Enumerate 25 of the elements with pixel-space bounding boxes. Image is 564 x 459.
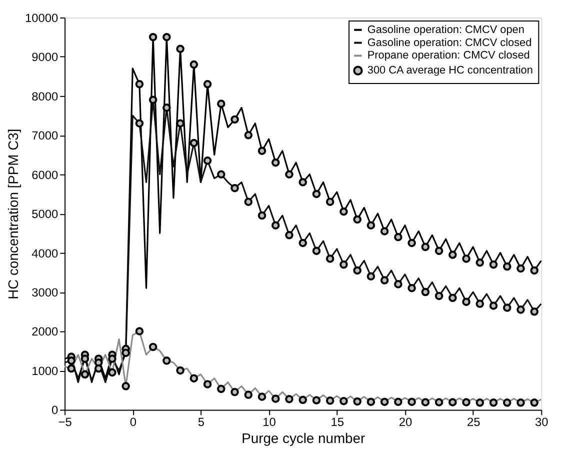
legend-label: 300 CA average HC concentration	[367, 64, 533, 77]
x-tick-label: 30	[535, 415, 549, 430]
x-tick-label: 15	[330, 415, 344, 430]
y-tick-label: 5000	[32, 207, 58, 222]
x-tick-label: 25	[466, 415, 481, 430]
y-axis-title: HC concentration [PPM C3]	[5, 128, 22, 300]
y-tick-label: 4000	[32, 246, 58, 260]
x-tick-label: 10	[262, 415, 276, 430]
legend-label: Gasoline operation: CMCV closed	[367, 36, 532, 49]
x-axis-title: Purge cycle number	[242, 430, 366, 446]
y-tick-label: 0	[51, 403, 58, 418]
y-tick-label: 8000	[32, 89, 58, 104]
y-tick-label: 7000	[32, 128, 58, 143]
legend-label: Propane operation: CMCV closed	[367, 50, 530, 62]
y-tick-label: 10000	[24, 10, 58, 25]
x-tick-label: 0	[130, 415, 137, 430]
y-tick-label: 2000	[32, 324, 58, 339]
legend-label: Gasoline operation: CMCV open	[367, 24, 524, 36]
x-tick-label: 20	[398, 415, 412, 430]
y-tick-label: 1000	[32, 364, 58, 378]
y-tick-label: 3000	[32, 286, 58, 300]
y-tick-label: 9000	[32, 50, 58, 64]
x-tick-label: −5	[58, 415, 72, 430]
y-tick-label: 6000	[32, 168, 58, 182]
x-tick-label: 5	[198, 415, 205, 430]
